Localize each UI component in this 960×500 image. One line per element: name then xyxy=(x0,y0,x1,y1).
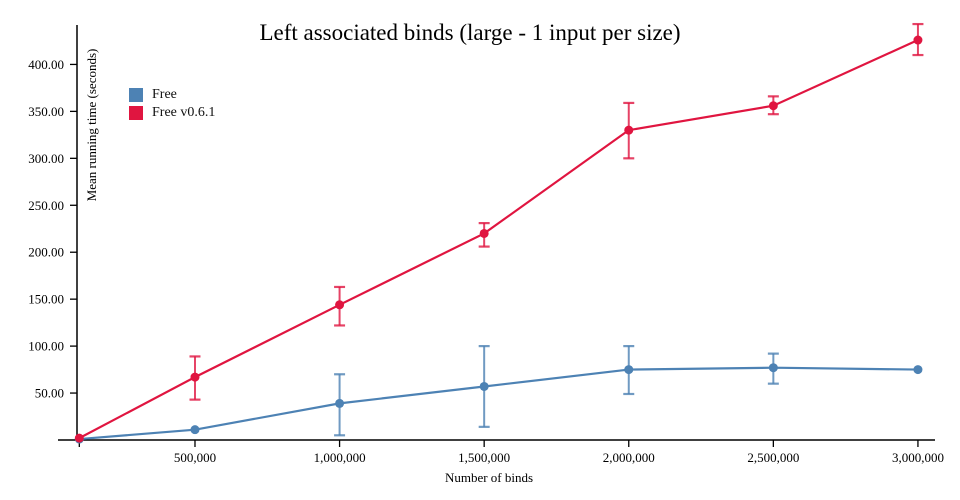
data-point xyxy=(190,372,200,382)
data-point xyxy=(913,365,923,375)
legend-item-free-v061: Free v0.6.1 xyxy=(129,104,215,122)
data-point xyxy=(479,228,489,238)
data-point xyxy=(190,425,200,435)
y-tick-label: 100.00 xyxy=(28,339,64,354)
series-line-0 xyxy=(79,366,918,441)
data-point xyxy=(913,35,923,45)
x-tick-label: 3,000,000 xyxy=(892,450,944,465)
data-point xyxy=(624,365,634,375)
y-tick-label: 150.00 xyxy=(28,292,64,307)
data-point xyxy=(335,398,345,408)
y-tick-label: 250.00 xyxy=(28,198,64,213)
legend-label-free: Free xyxy=(152,87,177,102)
data-point xyxy=(335,300,345,310)
data-point xyxy=(768,101,778,111)
data-point xyxy=(624,125,634,135)
y-tick-label: 300.00 xyxy=(28,151,64,166)
y-tick-label: 200.00 xyxy=(28,245,64,260)
y-axis-label: Mean running time (seconds) xyxy=(84,49,99,202)
y-tick-label: 400.00 xyxy=(28,57,64,72)
x-tick-label: 1,000,000 xyxy=(314,450,366,465)
legend-item-free: Free xyxy=(129,86,215,104)
x-tick-label: 2,500,000 xyxy=(747,450,799,465)
legend-swatch-free xyxy=(129,88,143,102)
x-tick-label: 1,500,000 xyxy=(458,450,510,465)
data-point xyxy=(768,363,778,373)
y-tick-label: 50.00 xyxy=(35,386,64,401)
legend-label-free-v061: Free v0.6.1 xyxy=(152,105,216,120)
chart-title: Left associated binds (large - 1 input p… xyxy=(259,20,681,45)
x-axis-label: Number of binds xyxy=(444,470,534,485)
legend: Free Free v0.6.1 xyxy=(129,86,215,122)
x-tick-label: 500,000 xyxy=(174,450,216,465)
data-point xyxy=(74,433,84,443)
data-point xyxy=(479,381,489,391)
legend-swatch-free-v061 xyxy=(129,106,143,120)
y-tick-label: 350.00 xyxy=(28,104,64,119)
x-tick-label: 2,000,000 xyxy=(603,450,655,465)
